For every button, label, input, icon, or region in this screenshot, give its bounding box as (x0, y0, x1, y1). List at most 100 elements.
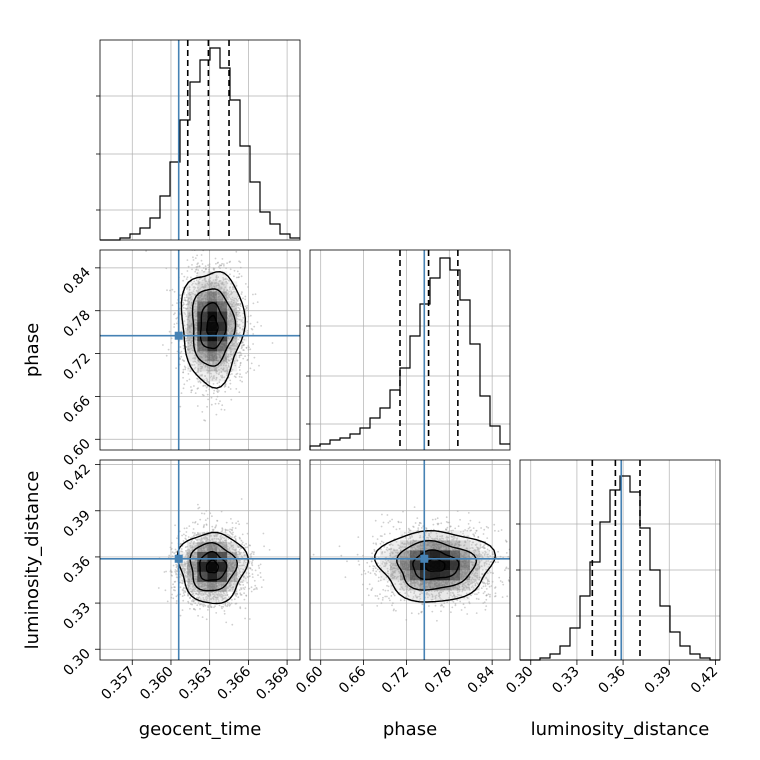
sample-point (185, 294, 188, 296)
sample-point (211, 538, 213, 541)
sample-point (175, 600, 178, 602)
sample-point (241, 543, 243, 545)
sample-point (188, 286, 191, 289)
sample-point (229, 388, 232, 390)
sample-point (181, 359, 184, 361)
sample-point (249, 322, 252, 325)
sample-point (199, 367, 202, 370)
density-cell (197, 291, 208, 302)
sample-point (201, 532, 204, 535)
sample-point (231, 548, 234, 550)
sample-point (193, 594, 196, 597)
sample-point (219, 267, 222, 270)
sample-point (202, 596, 205, 599)
sample-point (254, 293, 257, 296)
sample-point (200, 592, 203, 595)
sample-point (175, 602, 178, 605)
sample-point (197, 371, 200, 373)
density-cell (187, 361, 198, 372)
sample-point (220, 510, 223, 513)
sample-point (225, 621, 228, 624)
sample-point (193, 280, 196, 283)
density-cell (197, 321, 208, 332)
sample-point (228, 296, 231, 298)
sample-point (207, 600, 209, 603)
sample-point (244, 561, 247, 564)
sample-point (204, 384, 207, 387)
sample-point (240, 376, 243, 378)
sample-point (218, 369, 220, 371)
sample-point (197, 269, 200, 271)
sample-point (183, 297, 186, 299)
sample-point (195, 593, 197, 595)
sample-point (256, 301, 259, 303)
sample-point (251, 573, 254, 576)
sample-point (194, 293, 197, 296)
sample-point (246, 522, 249, 525)
sample-point (208, 540, 211, 543)
sample-point (207, 604, 210, 607)
sample-point (254, 588, 256, 590)
sample-point (190, 540, 193, 543)
sample-point (235, 284, 238, 287)
sample-point (230, 584, 233, 586)
sample-point (218, 280, 221, 283)
sample-point (236, 299, 238, 301)
sample-point (189, 351, 191, 353)
sample-point (230, 541, 233, 544)
sample-point (239, 351, 241, 354)
sample-point (201, 375, 203, 377)
sample-point (240, 320, 243, 322)
sample-point (190, 295, 193, 298)
sample-point (230, 290, 232, 292)
sample-point (183, 594, 186, 597)
sample-point (183, 324, 186, 327)
sample-point (240, 555, 243, 558)
sample-point (229, 344, 232, 347)
sample-point (211, 378, 214, 381)
sample-point (187, 342, 190, 345)
sample-point (205, 390, 208, 392)
sample-point (191, 352, 194, 355)
sample-point (192, 531, 194, 534)
sample-point (206, 372, 209, 374)
histogram-step-line (100, 47, 300, 241)
sample-point (254, 569, 257, 572)
sample-point (242, 325, 245, 328)
sample-point (227, 298, 230, 301)
sample-point (228, 290, 231, 293)
sample-point (226, 366, 229, 369)
sample-point (184, 565, 187, 567)
scatter-panel-geocent_time_vs_luminosity_distance (100, 460, 300, 660)
sample-point (237, 310, 240, 312)
sample-point (195, 356, 197, 359)
sample-point (189, 344, 192, 347)
sample-point (242, 321, 244, 324)
sample-point (184, 368, 187, 371)
sample-point (170, 337, 173, 340)
sample-point (181, 579, 184, 582)
sample-point (247, 345, 250, 347)
sample-point (241, 541, 244, 544)
sample-point (182, 376, 185, 379)
sample-point (227, 596, 230, 598)
sample-point (235, 348, 237, 351)
sample-point (231, 288, 234, 290)
sample-point (173, 313, 175, 316)
sample-point (234, 345, 236, 347)
sample-point (235, 522, 238, 524)
sample-point (229, 351, 232, 354)
sample-point (187, 602, 190, 604)
sample-point (185, 296, 188, 299)
sample-point (234, 307, 237, 310)
sample-point (238, 354, 241, 357)
contour-line (180, 270, 247, 389)
histogram-geocent_time (96, 40, 300, 241)
sample-point (247, 358, 249, 361)
sample-point (244, 308, 247, 311)
sample-point (190, 298, 193, 300)
sample-point (250, 562, 253, 565)
sample-point (229, 346, 232, 349)
sample-point (183, 365, 186, 368)
sample-point (242, 316, 245, 319)
